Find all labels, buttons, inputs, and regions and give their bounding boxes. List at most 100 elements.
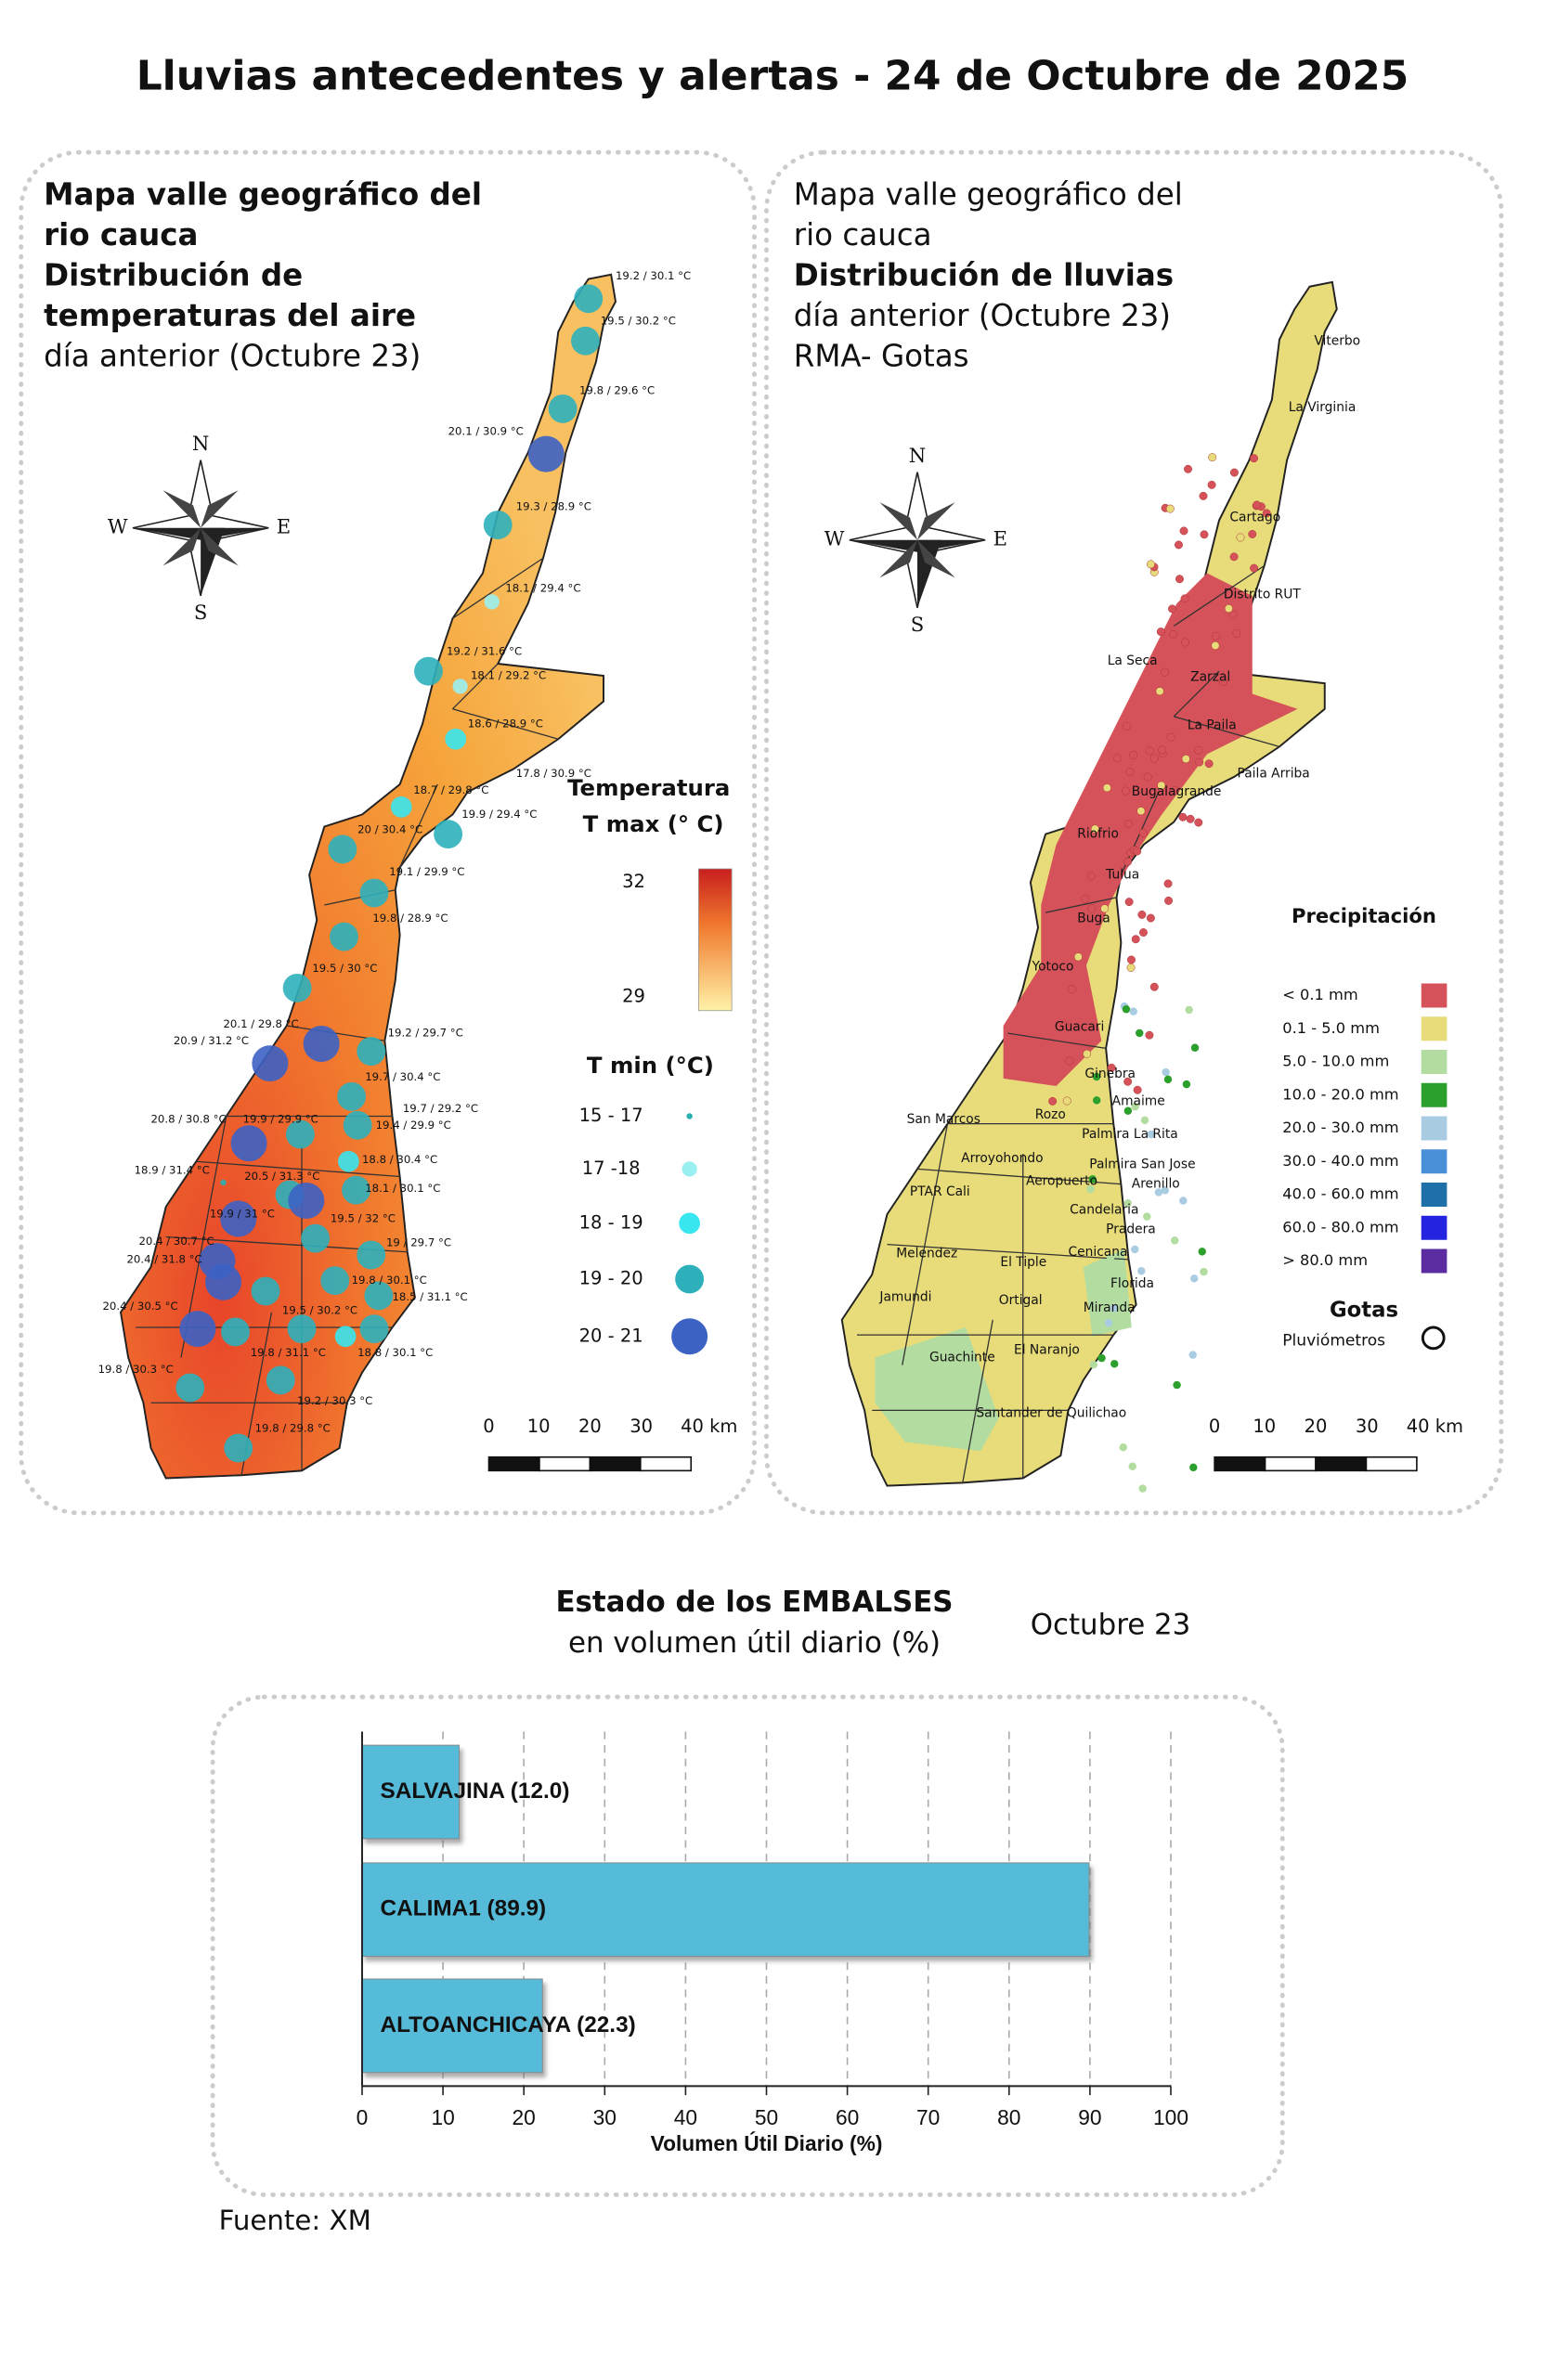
gauge-dot <box>1161 667 1169 677</box>
bar-label: ALTOANCHICAYA (22.3) <box>381 2012 636 2037</box>
compass-minor <box>879 539 917 578</box>
x-tick-label: 30 <box>593 2105 617 2129</box>
gauge-dot <box>1123 857 1133 866</box>
station-label: 19.5 / 30 °C <box>312 962 377 975</box>
panel-title-line: RMA- Gotas <box>794 338 969 373</box>
legend-label: 20.0 - 30.0 mm <box>1282 1119 1398 1136</box>
gauge-dot <box>1138 1484 1147 1493</box>
gauge-dot <box>1170 1236 1179 1245</box>
gauge-dot <box>1113 754 1123 763</box>
station-label: 18.8 / 30.4 °C <box>362 1153 437 1166</box>
town-label: Cenicana <box>1069 1245 1128 1260</box>
gauge-dot <box>1129 750 1138 759</box>
map-cell-border <box>1173 670 1220 718</box>
station-label: 19.2 / 31.6 °C <box>447 645 522 658</box>
gauge-dot <box>1127 955 1136 964</box>
scale-label: 0 <box>483 1416 494 1437</box>
x-tick-label: 50 <box>755 2105 778 2129</box>
compass-minor <box>879 502 917 540</box>
scale-segment <box>1315 1455 1368 1472</box>
x-tick-label: 0 <box>357 2105 369 2129</box>
gauge-dot <box>1139 928 1148 938</box>
town-label: San Marcos <box>907 1112 980 1127</box>
station-label: 19.3 / 28.9 °C <box>516 500 591 513</box>
town-label: Arroyohondo <box>961 1151 1043 1166</box>
gauge-dot <box>1179 526 1188 536</box>
station-label: 20.9 / 31.2 °C <box>174 1034 249 1047</box>
gauge-dot <box>1212 631 1221 640</box>
legend-marker <box>675 1264 705 1294</box>
gauge-dot <box>1184 464 1192 473</box>
compass-rose <box>132 459 269 597</box>
town-label: Buga <box>1077 912 1110 926</box>
station-label: 18.8 / 30.1 °C <box>357 1346 433 1359</box>
gauge-dot <box>1171 785 1180 795</box>
gauge-dot <box>1180 638 1189 647</box>
station-marker <box>224 1433 253 1463</box>
x-tick-label: 90 <box>1078 2105 1101 2129</box>
gauge-dot <box>1250 454 1259 463</box>
map-cell-border <box>452 708 559 740</box>
gauge-dot <box>1173 1380 1181 1390</box>
gauge-dot <box>1179 1196 1188 1205</box>
panel-title-line: Mapa valle geográfico del <box>794 176 1183 212</box>
chart-panel <box>210 1694 1285 2197</box>
gauge-dot <box>1147 560 1155 569</box>
station-label: 19.5 / 32 °C <box>331 1212 396 1225</box>
gauge-dot <box>1110 1304 1119 1313</box>
compass-point <box>849 539 917 552</box>
station-marker <box>285 1119 315 1149</box>
x-tick-label: 70 <box>916 2105 940 2129</box>
station-label: 18.9 / 31.4 °C <box>135 1164 210 1177</box>
station-label: 18.7 / 29.8 °C <box>413 783 488 796</box>
compass-label: N <box>192 432 209 455</box>
station-marker <box>301 1223 331 1253</box>
town-label: Santander de Quilichao <box>976 1406 1126 1421</box>
station-marker <box>338 1150 359 1172</box>
station-label: 19 / 29.7 °C <box>386 1236 451 1249</box>
station-marker <box>414 656 443 686</box>
gauge-dot <box>1137 910 1147 919</box>
compass-label: S <box>194 601 207 624</box>
map-cell-border <box>1045 897 1117 913</box>
legend-swatch <box>1421 1050 1448 1075</box>
gauge-dot <box>1090 824 1099 834</box>
x-tick-label: 100 <box>1153 2105 1188 2129</box>
gauge-dot <box>1186 814 1195 823</box>
town-label: Ginebra <box>1084 1067 1136 1081</box>
town-label: Florida <box>1110 1276 1154 1291</box>
station-marker <box>282 973 312 1002</box>
station-label: 18.1 / 29.2 °C <box>471 669 546 682</box>
station-marker <box>288 1183 325 1220</box>
gauge-dot <box>1123 1198 1132 1208</box>
legend-marker <box>686 1113 693 1119</box>
gauge-dot <box>1163 879 1173 888</box>
station-label: 20 / 30.4 °C <box>357 822 422 835</box>
x-tick-label: 10 <box>431 2105 454 2129</box>
legend-label: 17 -18 <box>582 1158 641 1179</box>
x-tick-label: 80 <box>997 2105 1020 2129</box>
legend-marker <box>671 1318 708 1355</box>
gauge-dot <box>1190 1274 1199 1283</box>
station-label: 19.2 / 30.3 °C <box>297 1394 372 1407</box>
town-label: Viterbo <box>1314 333 1360 348</box>
station-marker <box>357 1037 386 1067</box>
station-marker <box>357 1240 386 1270</box>
town-label: La Paila <box>1188 718 1237 733</box>
map-cell-border <box>452 557 544 619</box>
legend-marker <box>682 1161 697 1177</box>
station-label: 19.9 / 31 °C <box>210 1208 275 1221</box>
temperature-panel <box>19 149 757 1516</box>
gauge-dot <box>1121 786 1130 795</box>
town-label: Arenillo <box>1132 1177 1180 1192</box>
legend-subtitle: T max (° C) <box>583 810 724 837</box>
station-marker <box>574 284 604 314</box>
panel-title-line: Distribución de lluvias <box>794 257 1174 292</box>
gauge-dot <box>1174 540 1183 550</box>
map-region <box>119 273 617 1480</box>
station-label: 20.5 / 31.3 °C <box>244 1170 319 1183</box>
gauge-dot <box>1087 904 1097 913</box>
gauge-dot <box>1161 1186 1170 1195</box>
gauge-dot <box>1166 732 1175 742</box>
chart-subtitle: en volumen útil diario (%) <box>568 1626 941 1660</box>
